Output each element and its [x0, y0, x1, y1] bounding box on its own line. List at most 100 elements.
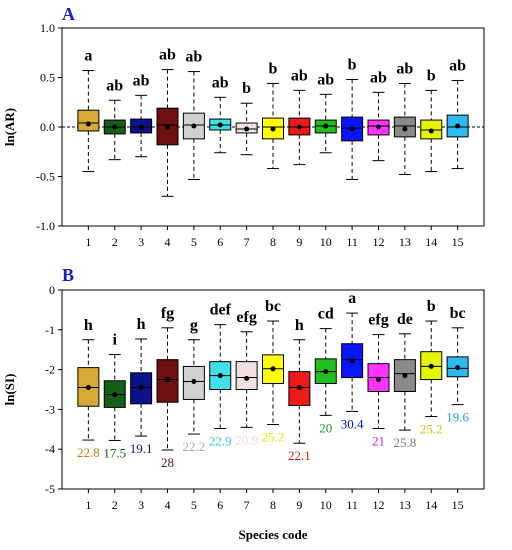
- panel-b-ln-si: -5-4-3-2-101 2 3 4 5 6 7 8 9 10 11 12 13 14 15h22.8i17…: [2, 265, 485, 542]
- x-tick-label: 9: [296, 498, 302, 512]
- x-tick-label: 14: [425, 235, 437, 249]
- group-letter: efg: [236, 309, 256, 326]
- y-tick-label: 1.0: [40, 21, 55, 35]
- si-value-label: 19.1: [130, 441, 153, 456]
- box-species-11: [341, 312, 364, 412]
- mean-marker: [402, 373, 408, 379]
- group-letter: b: [427, 67, 436, 84]
- x-tick-label: 12: [373, 235, 385, 249]
- x-tick-label: 13: [399, 498, 411, 512]
- y-tick-label: -2: [45, 363, 55, 377]
- x-tick-label: 4: [165, 235, 171, 249]
- mean-marker: [323, 123, 329, 129]
- x-tick-label: 2: [112, 498, 118, 512]
- group-letter: def: [210, 302, 232, 319]
- x-tick-label: 6: [217, 498, 223, 512]
- group-letter: i: [113, 331, 118, 348]
- x-tick-label: 7: [244, 498, 250, 512]
- box-species-8: [262, 320, 284, 426]
- box-species-3: [130, 338, 153, 437]
- group-letter: a: [84, 48, 92, 65]
- mean-marker: [191, 379, 197, 385]
- x-tick-label: 11: [346, 235, 358, 249]
- y-tick-label: -1: [45, 323, 55, 337]
- x-tick-label: 8: [270, 235, 276, 249]
- x-tick-label: 1: [85, 498, 91, 512]
- panel-a-ln-ar: -1.0-0.50.00.51.01 2 3 4 5 6 7 8 9 10 11 12 13 14 15aa…: [2, 4, 485, 249]
- group-letter: ab: [370, 69, 387, 86]
- group-letter: ab: [291, 67, 308, 84]
- mean-marker: [402, 126, 408, 132]
- box-species-5: [182, 339, 205, 435]
- box-species-2: [103, 99, 126, 161]
- mean-marker: [244, 375, 250, 381]
- group-letter: h: [137, 316, 146, 333]
- si-value-label: 25.8: [394, 435, 417, 450]
- group-letter: ab: [106, 77, 123, 94]
- mean-marker: [112, 392, 118, 398]
- y-tick-label: -5: [45, 482, 55, 496]
- mean-marker: [138, 124, 144, 130]
- y-tick-label: -0.5: [36, 170, 55, 184]
- mean-marker: [428, 128, 434, 134]
- box-species-7: [235, 331, 258, 428]
- si-value-label: 19.6: [446, 410, 469, 425]
- box-species-6: [209, 324, 232, 430]
- x-tick-label: 15: [452, 235, 464, 249]
- x-tick-label: 12: [373, 498, 385, 512]
- mean-marker: [191, 123, 197, 129]
- y-tick-label: -1.0: [36, 219, 55, 233]
- mean-marker: [376, 124, 381, 130]
- group-letter: b: [427, 298, 436, 315]
- group-letter: b: [348, 56, 357, 73]
- box-species-13: [393, 82, 416, 176]
- box-species-2: [103, 353, 126, 441]
- box-species-10: [314, 328, 337, 416]
- mean-marker: [217, 122, 223, 128]
- box-species-12: [367, 334, 390, 430]
- si-value-label: 22.1: [288, 448, 311, 463]
- y-tick-label: -4: [45, 442, 55, 456]
- box-species-4: [156, 69, 179, 197]
- box-species-5: [182, 71, 205, 180]
- mean-marker: [349, 358, 355, 364]
- x-tick-label: 9: [296, 235, 302, 249]
- box-species-8: [262, 82, 284, 170]
- group-letter: h: [84, 317, 93, 334]
- box-species-4: [156, 327, 179, 451]
- x-tick-label: 11: [346, 498, 358, 512]
- group-letter: ab: [212, 74, 229, 91]
- x-tick-label: 3: [138, 235, 144, 249]
- mean-marker: [85, 385, 91, 391]
- si-value-label: 20.9: [235, 432, 258, 447]
- x-tick-label: 5: [191, 235, 197, 249]
- y-axis-label: ln(AR): [2, 108, 17, 146]
- box-species-15: [446, 79, 469, 170]
- mean-marker: [165, 124, 170, 130]
- group-letter: ab: [185, 49, 202, 66]
- si-value-label: 21: [372, 434, 385, 449]
- mean-marker: [244, 126, 250, 132]
- x-tick-label: 15: [452, 498, 464, 512]
- iqr-box: [77, 109, 100, 132]
- x-tick-label: 8: [270, 498, 276, 512]
- si-value-label: 28: [161, 455, 174, 470]
- x-tick-label: 14: [425, 498, 437, 512]
- mean-marker: [296, 385, 302, 391]
- mean-marker: [296, 124, 302, 130]
- box-species-14: [420, 320, 443, 418]
- group-letter: fg: [161, 305, 174, 322]
- box-species-13: [393, 333, 416, 431]
- y-tick-label: 0: [49, 283, 55, 297]
- group-letter: de: [397, 311, 413, 328]
- group-letter: h: [295, 317, 304, 334]
- box-species-6: [209, 96, 232, 154]
- x-tick-label: 7: [244, 235, 250, 249]
- group-letter: efg: [368, 312, 388, 329]
- box-species-1: [77, 339, 100, 441]
- box-species-10: [314, 93, 337, 154]
- mean-marker: [270, 126, 276, 132]
- y-tick-label: -3: [45, 402, 55, 416]
- x-tick-label: 5: [191, 498, 197, 512]
